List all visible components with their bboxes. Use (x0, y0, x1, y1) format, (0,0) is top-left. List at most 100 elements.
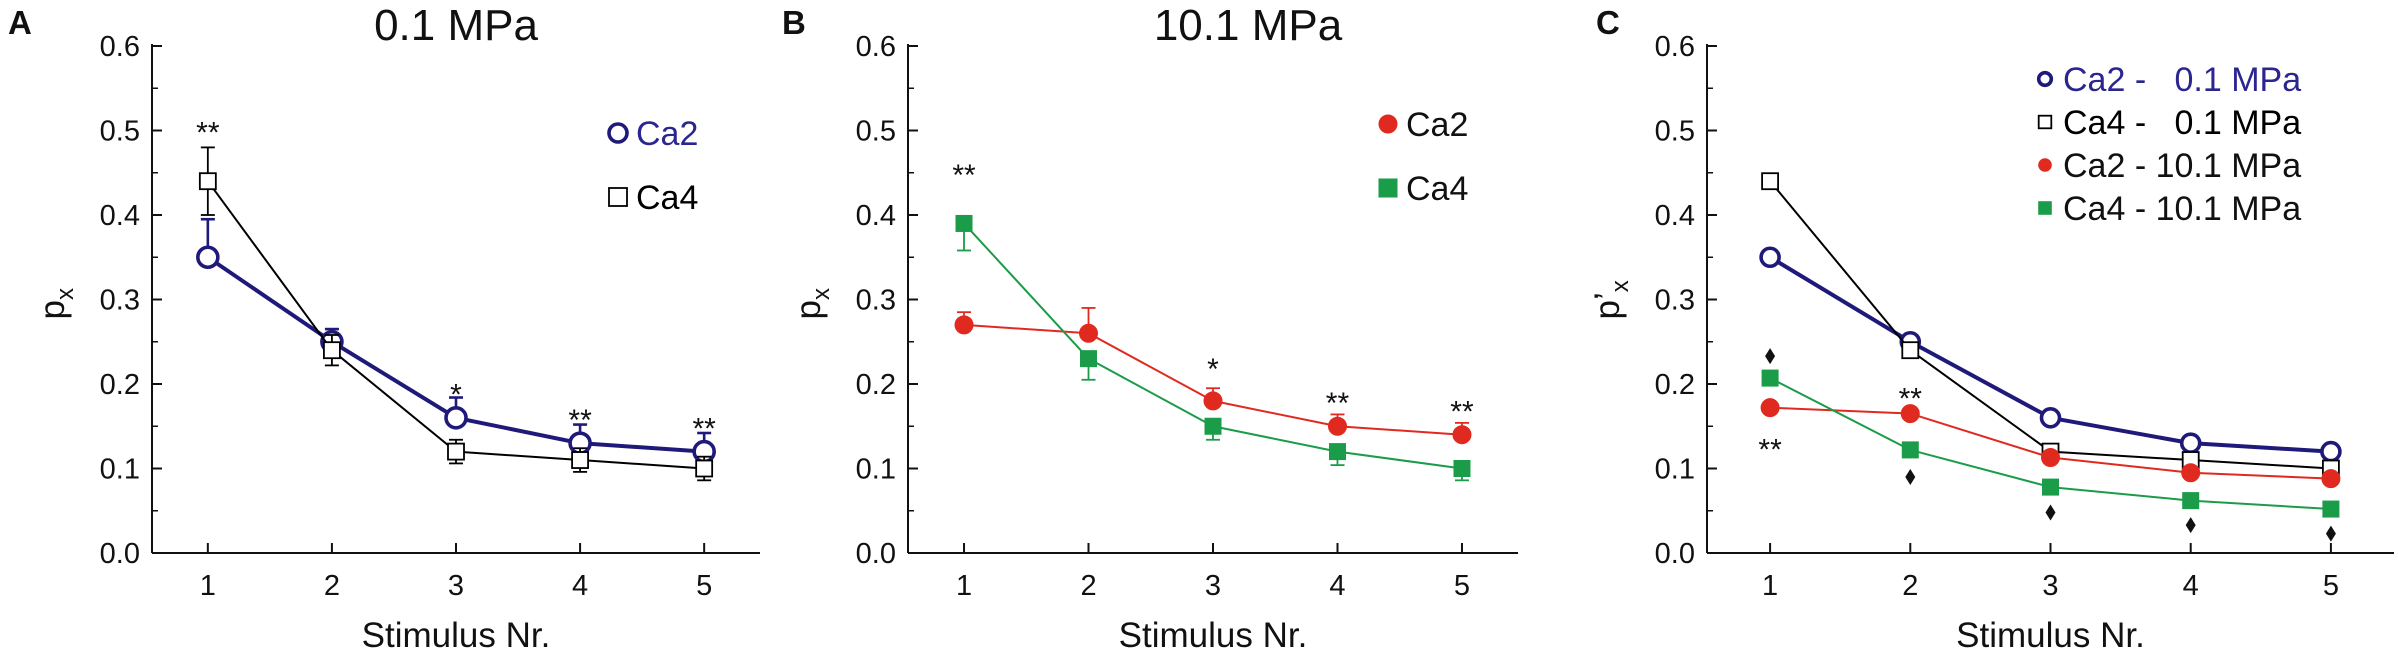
data-point (2042, 478, 2059, 496)
panel-letter: C (1596, 4, 1620, 41)
data-point (1328, 443, 1346, 461)
data-point (1327, 416, 1347, 436)
data-point (1079, 323, 1099, 343)
panel-c: C 0.0 0.1 0.2 0.3 0.4 0.5 0.6 1 2 3 4 5 Stimulus Nr. p… (1588, 4, 2394, 654)
x-tick-label: 5 (2323, 570, 2339, 602)
panel-letter: B (782, 4, 806, 41)
y-tick-label: 0.6 (1655, 31, 1695, 63)
data-point (2041, 448, 2060, 468)
y-tick-label: 0.5 (1655, 116, 1695, 148)
legend-label: Ca2 - 10.1 MPa (2063, 147, 2301, 185)
y-axis-title-main: p (1588, 300, 1627, 319)
y-axis-title-prime: ’ (1588, 292, 1627, 300)
legend-marker (1378, 178, 1398, 198)
significance-label: ** (692, 412, 716, 445)
data-point (1760, 398, 1780, 418)
x-tick-label: 2 (1902, 570, 1918, 602)
x-tick-label: 2 (1080, 570, 1096, 602)
panel-letter: A (8, 4, 32, 41)
data-point (1901, 441, 1919, 459)
y-tick-label: 0.1 (1655, 454, 1695, 486)
y-tick-label: 0.3 (1655, 285, 1695, 317)
legend-label: Ca4 - 0.1 MPa (2063, 104, 2301, 142)
y-axis-title: px (33, 288, 79, 319)
y-tick-label: 0.0 (100, 538, 140, 570)
significance-label: ** (952, 159, 976, 192)
legend-label: Ca4 (1406, 170, 1468, 208)
legend-label: Ca2 (1406, 106, 1468, 144)
y-axis-title-sub: x (52, 288, 79, 300)
data-point (2181, 463, 2201, 483)
data-point (1900, 404, 1920, 424)
legend-label: Ca2 (636, 115, 698, 153)
y-tick-label: 0.5 (856, 116, 896, 148)
y-axis-title-main: p (789, 300, 828, 319)
diamond-marker (2045, 504, 2056, 521)
data-point (1759, 246, 1781, 269)
series-4 (1761, 369, 2340, 518)
series-1 (1759, 246, 2342, 463)
y-tick-label: 0.0 (1655, 538, 1695, 570)
data-point (1761, 369, 1779, 387)
data-point (196, 245, 220, 270)
significance-label: * (1207, 353, 1219, 386)
x-tick-label: 4 (2183, 570, 2199, 602)
y-axis-title: px (789, 288, 835, 319)
x-tick-label: 3 (2042, 570, 2058, 602)
data-point (1203, 391, 1223, 411)
y-tick-label: 0.4 (1655, 200, 1695, 232)
y-tick-label: 0.2 (100, 369, 140, 401)
data-point (198, 172, 217, 191)
significance-label: ** (568, 404, 592, 437)
panel-b: B 10.1 MPa 0.0 0.1 0.2 0.3 0.4 0.5 0.6 1 2 3 4 5 Stimu… (782, 1, 1518, 654)
significance-label: ** (1326, 387, 1350, 420)
significance-label: ** (196, 117, 220, 150)
legend-marker (2038, 201, 2052, 215)
legend-marker (1378, 114, 1398, 134)
x-axis-title: Stimulus Nr. (1956, 616, 2145, 654)
panel-a: A 0.1 MPa 0.0 0.1 0.2 0.3 0.4 0.5 0.6 1 2 3 4 5 Stimul… (8, 1, 760, 654)
x-tick-label: 4 (572, 570, 588, 602)
data-point (2322, 500, 2340, 518)
data-point (2320, 440, 2342, 463)
diamond-marker (2185, 517, 2196, 534)
panel-title: 10.1 MPa (1154, 1, 1343, 50)
legend-label: Ca2 - 0.1 MPa (2063, 61, 2301, 99)
y-tick-label: 0.2 (856, 369, 896, 401)
significance-label: ** (1758, 433, 1782, 466)
x-tick-label: 1 (200, 570, 216, 602)
legend-label: Ca4 - 10.1 MPa (2063, 190, 2301, 228)
legend-marker (607, 122, 629, 144)
series-3 (1760, 398, 2341, 489)
y-tick-label: 0.0 (856, 538, 896, 570)
data-point (1453, 460, 1471, 477)
y-tick-label: 0.1 (100, 454, 140, 486)
y-axis-title-main: p (33, 300, 72, 319)
x-tick-label: 3 (1205, 570, 1221, 602)
y-tick-label: 0.4 (100, 200, 140, 232)
x-tick-label: 4 (1329, 570, 1345, 602)
x-tick-label: 2 (324, 570, 340, 602)
diamond-marker (2325, 525, 2336, 542)
significance-label: ** (1450, 395, 1474, 428)
data-point (1901, 341, 1920, 360)
data-point (2179, 432, 2202, 454)
data-point (444, 405, 468, 430)
data-point (2039, 406, 2062, 429)
legend: Ca2 Ca4 (607, 115, 698, 217)
legend-marker (2038, 158, 2052, 172)
data-point (954, 315, 974, 335)
y-tick-label: 0.4 (856, 200, 896, 232)
y-axis-title-sub: x (1607, 280, 1634, 292)
data-point (323, 341, 341, 360)
y-tick-label: 0.5 (100, 116, 140, 148)
legend-marker (2036, 70, 2054, 88)
x-tick-label: 5 (696, 570, 712, 602)
data-point (695, 459, 714, 478)
x-axis-title: Stimulus Nr. (362, 616, 551, 654)
y-tick-label: 0.3 (856, 285, 896, 317)
diamond-marker (1765, 348, 1776, 365)
diamond-marker (1905, 468, 1916, 485)
y-tick-label: 0.6 (100, 31, 140, 63)
